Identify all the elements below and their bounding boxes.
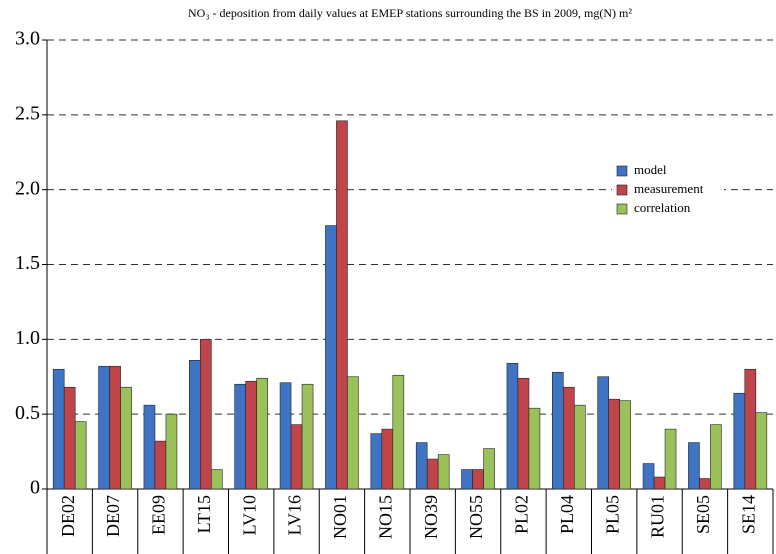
bar [392, 374, 405, 490]
bar [619, 400, 631, 490]
bar [63, 386, 76, 490]
chart-title: NO₃ - deposition from daily values at EM… [188, 6, 632, 20]
x-tick-label: EE09 [149, 495, 169, 535]
bar [608, 398, 620, 490]
bar [653, 476, 666, 490]
x-tick-label: SE05 [693, 495, 713, 534]
bar [189, 359, 201, 490]
y-tick-label: 1.5 [15, 252, 40, 274]
x-tick-label: NO39 [421, 495, 441, 539]
bar [415, 442, 428, 490]
bar [426, 458, 439, 490]
bar [52, 368, 65, 490]
y-tick-label: 0.5 [15, 402, 40, 424]
bar [279, 382, 292, 490]
legend-box [612, 160, 724, 222]
bar [574, 404, 586, 490]
bar [154, 440, 167, 490]
bar [597, 376, 609, 490]
bar [710, 424, 722, 490]
bar [234, 383, 246, 490]
x-tick-label: PL02 [512, 495, 532, 534]
bar [290, 424, 303, 490]
x-tick-label: PL05 [602, 495, 622, 534]
x-tick-label: RU01 [648, 495, 668, 538]
bar [563, 386, 575, 490]
bar [688, 442, 700, 490]
bar [200, 339, 212, 490]
x-tick-label: DE07 [103, 495, 123, 537]
bar [109, 365, 121, 490]
bar [552, 371, 564, 490]
x-tick-label: NO55 [466, 495, 486, 539]
bar [143, 404, 156, 490]
x-tick-label: LT15 [194, 495, 214, 533]
x-tick-label: LV10 [239, 495, 259, 535]
bar [664, 428, 677, 490]
bar [528, 407, 541, 490]
legend-label: model [634, 162, 667, 177]
bar [744, 368, 757, 490]
legend-swatch [616, 184, 628, 196]
bar [642, 463, 655, 490]
y-tick-label: 1.0 [15, 327, 40, 349]
bar [472, 469, 484, 490]
bar [256, 377, 268, 490]
x-tick-label: LV16 [285, 495, 305, 535]
bar [699, 478, 711, 490]
bar [165, 413, 178, 490]
legend-label: correlation [634, 200, 691, 215]
bar [461, 469, 473, 490]
legend-label: measurement [634, 181, 704, 196]
bar [381, 428, 394, 490]
legend-swatch [616, 203, 628, 215]
bar [245, 380, 257, 490]
bar [506, 362, 519, 490]
bar [120, 386, 132, 490]
bar [755, 412, 768, 490]
bar [437, 454, 450, 490]
bar [733, 392, 746, 490]
bar [74, 421, 87, 490]
bar [336, 120, 348, 490]
bar [517, 377, 530, 490]
bar [325, 225, 337, 490]
bar [370, 433, 383, 490]
bar [98, 365, 110, 490]
y-tick-label: 2.0 [15, 177, 40, 199]
y-tick-label: 0 [30, 477, 40, 499]
x-tick-label: NO01 [330, 495, 350, 539]
bar [483, 448, 495, 490]
x-tick-label: PL04 [557, 495, 577, 534]
bar [301, 383, 314, 490]
bar [347, 376, 359, 490]
legend-swatch [616, 165, 628, 177]
y-tick-label: 3.0 [15, 28, 40, 50]
x-tick-label: SE14 [738, 495, 758, 534]
bar [211, 469, 223, 490]
y-tick-label: 2.5 [15, 102, 40, 124]
x-tick-label: DE02 [58, 495, 78, 537]
x-tick-label: NO15 [375, 495, 395, 539]
